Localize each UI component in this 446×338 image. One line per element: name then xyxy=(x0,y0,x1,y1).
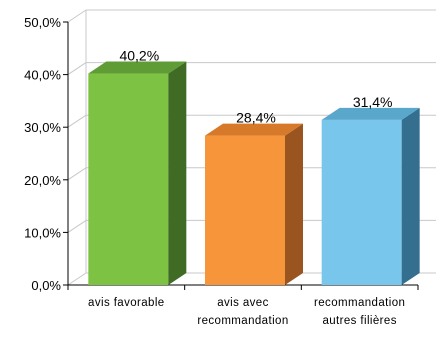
bar-top-face xyxy=(88,61,187,74)
category-label: recommandation autres filières xyxy=(314,297,405,327)
bar xyxy=(88,61,187,285)
floor-edge-slant xyxy=(67,272,87,286)
y-tick-label: 20,0% xyxy=(24,173,61,188)
data-label: 31,4% xyxy=(353,94,393,110)
bar-side-face xyxy=(401,107,420,285)
gridline-slant xyxy=(67,167,87,181)
bar-front-face xyxy=(321,119,402,285)
y-tick-label: 30,0% xyxy=(24,120,61,135)
bar-front-face xyxy=(205,135,285,285)
bar-layer xyxy=(88,61,420,285)
bar-top-face xyxy=(205,123,303,136)
y-tick-label: 0,0% xyxy=(31,278,61,293)
gridline-slant xyxy=(67,114,87,128)
bar-side-face xyxy=(168,61,187,285)
y-tick-label: 10,0% xyxy=(24,225,61,240)
bar-front-face xyxy=(88,73,169,285)
gridline-slant xyxy=(67,9,87,23)
bar xyxy=(205,123,303,285)
bar xyxy=(321,107,420,285)
category-label: avis avec recommandation xyxy=(197,297,288,327)
gridline-slant xyxy=(67,219,87,233)
gridline-slant xyxy=(67,62,87,76)
bar-top-face xyxy=(321,107,420,120)
category-label-line: avis avec xyxy=(217,297,269,309)
category-label-line: avis favorable xyxy=(88,297,165,309)
y-tick-label: 40,0% xyxy=(24,68,61,83)
bar-side-face xyxy=(285,123,303,285)
category-label-line: autres filières xyxy=(322,315,396,327)
data-label: 40,2% xyxy=(119,48,159,64)
label-layer: 40,2% avis favorable 28,4% avis avec recomma… xyxy=(88,48,405,327)
category-label-line: recommandation xyxy=(314,297,405,309)
category-label-line: recommandation xyxy=(197,315,288,327)
data-label: 28,4% xyxy=(236,110,276,126)
y-tick-label: 50,0% xyxy=(24,15,61,30)
category-label: avis favorable xyxy=(88,297,165,309)
